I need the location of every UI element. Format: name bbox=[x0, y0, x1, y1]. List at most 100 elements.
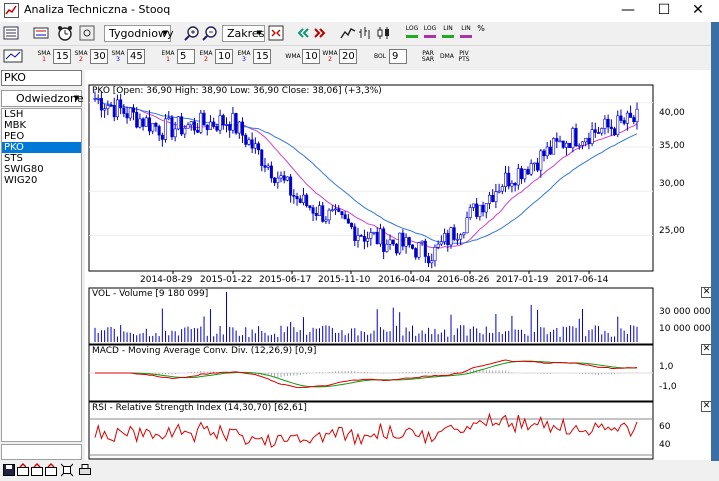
sma2-input[interactable]: 30 bbox=[90, 49, 108, 64]
print-icon[interactable] bbox=[79, 463, 91, 481]
period-select[interactable]: Tygodniowy ▼ bbox=[104, 25, 173, 42]
candle-body bbox=[532, 162, 536, 165]
list-item[interactable]: MBK bbox=[4, 120, 27, 131]
percent-button[interactable]: % bbox=[474, 24, 488, 42]
candle-body bbox=[391, 239, 395, 245]
candle-body bbox=[587, 137, 591, 144]
price-y-tick: 25,00 bbox=[659, 226, 685, 236]
close-button[interactable]: ✕ bbox=[692, 2, 704, 18]
candle-body bbox=[321, 205, 325, 222]
list-icon[interactable] bbox=[3, 25, 19, 43]
candle-body bbox=[590, 129, 594, 144]
x-tick-label: 2017-06-14 bbox=[556, 275, 609, 285]
chevron-down-icon: ▼ bbox=[162, 29, 168, 37]
macd-line bbox=[95, 359, 638, 389]
bol-input[interactable]: 9 bbox=[389, 49, 407, 64]
sma2-label: SMA 2 bbox=[74, 50, 88, 63]
log-button-1[interactable]: LOG bbox=[403, 24, 421, 42]
candle-body bbox=[494, 191, 498, 202]
candle-body bbox=[401, 232, 405, 247]
candle-body bbox=[382, 228, 386, 252]
list-item[interactable]: SWIG80 bbox=[4, 164, 44, 175]
candle-body bbox=[603, 118, 607, 129]
dma-button[interactable]: DMA bbox=[440, 53, 454, 60]
list-item[interactable]: STS bbox=[4, 153, 23, 164]
chart-canvas[interactable] bbox=[85, 70, 719, 460]
volume-bars bbox=[94, 292, 638, 342]
ema2-input[interactable]: 10 bbox=[215, 49, 233, 64]
candlestick-icon[interactable] bbox=[376, 25, 392, 43]
x-tick-label: 2015-06-17 bbox=[259, 275, 312, 285]
candle-body bbox=[234, 113, 238, 134]
par-sar-button[interactable]: PAR SAR bbox=[421, 50, 435, 63]
price-y-tick: 40,00 bbox=[659, 108, 685, 118]
scroll-left-icon[interactable] bbox=[296, 25, 310, 43]
sma1-input[interactable]: 15 bbox=[53, 49, 71, 64]
list-item[interactable]: PEO bbox=[4, 131, 25, 142]
candle-body bbox=[417, 242, 421, 258]
candle-body bbox=[420, 240, 424, 243]
candle-body bbox=[196, 129, 200, 133]
group-select[interactable]: Odwiedzone ▼ bbox=[1, 90, 84, 107]
candle-body bbox=[119, 99, 123, 109]
candle-body bbox=[430, 260, 434, 264]
candle-body bbox=[475, 203, 479, 217]
candle-body bbox=[192, 121, 196, 131]
volume-y-tick: 30 000 000 bbox=[659, 307, 711, 317]
candle-body bbox=[449, 227, 453, 246]
save-icon[interactable] bbox=[3, 463, 15, 481]
candle-body bbox=[471, 203, 475, 208]
candle-body bbox=[247, 139, 251, 145]
fullscreen-icon[interactable] bbox=[60, 463, 74, 481]
ema1-label: EMA 1 bbox=[161, 50, 175, 63]
candle-body bbox=[561, 140, 565, 148]
range-select[interactable]: Zakres ▼ bbox=[222, 25, 265, 42]
ema1-input[interactable]: 5 bbox=[177, 49, 195, 64]
export-icon-1[interactable] bbox=[17, 463, 29, 481]
alarm-clock-icon[interactable] bbox=[56, 24, 74, 42]
sma3-input[interactable]: 45 bbox=[127, 49, 145, 64]
candle-body bbox=[398, 232, 402, 254]
log-button-2[interactable]: LOG bbox=[421, 24, 439, 42]
zoom-out-icon[interactable] bbox=[202, 25, 218, 43]
scroll-right-icon[interactable] bbox=[313, 25, 327, 43]
rsi-line bbox=[89, 412, 653, 456]
export-icon-3[interactable] bbox=[45, 463, 57, 481]
minimize-button[interactable]: — bbox=[621, 2, 635, 18]
wma2-input[interactable]: 20 bbox=[339, 49, 357, 64]
chart-area[interactable]: PKO [Open: 36,90 High: 38,90 Low: 36,90 … bbox=[85, 70, 719, 460]
candle-body bbox=[167, 117, 171, 120]
export-icon-2[interactable] bbox=[31, 463, 43, 481]
wma1-input[interactable]: 10 bbox=[302, 49, 320, 64]
candle-body bbox=[215, 126, 219, 131]
candle-body bbox=[282, 175, 286, 181]
settings-icon[interactable] bbox=[79, 25, 95, 43]
indicators-icon[interactable] bbox=[33, 25, 49, 43]
candle-body bbox=[301, 194, 305, 203]
list-item[interactable]: LSH bbox=[4, 109, 24, 120]
list-item-selected[interactable]: PKO bbox=[2, 142, 81, 153]
fit-range-icon[interactable] bbox=[268, 25, 284, 43]
candle-body bbox=[574, 128, 578, 147]
line-chart-icon[interactable] bbox=[340, 25, 356, 43]
ticker-input[interactable]: PKO bbox=[1, 70, 82, 86]
bar-chart-icon[interactable] bbox=[358, 25, 374, 43]
ema3-input[interactable]: 15 bbox=[253, 49, 271, 64]
macd-y-tick: 1,0 bbox=[659, 362, 674, 372]
maximize-button[interactable]: ☐ bbox=[657, 2, 671, 18]
candle-body bbox=[173, 128, 177, 138]
candle-body bbox=[542, 150, 546, 157]
piv-pts-button[interactable]: PIV PTS bbox=[458, 50, 470, 63]
chart-template-icon[interactable] bbox=[3, 48, 23, 66]
candle-body bbox=[350, 222, 354, 228]
candle-body bbox=[125, 113, 129, 119]
zoom-in-icon[interactable] bbox=[184, 25, 200, 43]
lin-button-2[interactable]: LIN bbox=[457, 24, 475, 42]
lin-button-1[interactable]: LIN bbox=[439, 24, 457, 42]
left-bottom-field[interactable] bbox=[1, 444, 82, 460]
list-item[interactable]: WIG20 bbox=[4, 175, 38, 186]
candle-body bbox=[237, 121, 241, 134]
candle-body bbox=[176, 116, 180, 130]
candle-body bbox=[478, 204, 482, 217]
candle-body bbox=[465, 217, 469, 234]
